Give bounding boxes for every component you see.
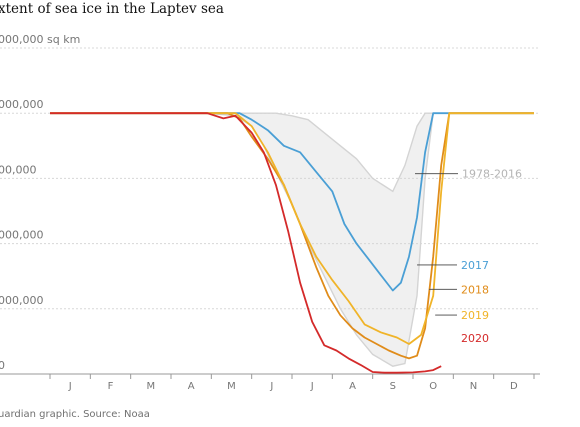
x-tick-label: J: [269, 381, 273, 392]
series-annotations: 1978-2016 2017 2018 2019 2020: [415, 168, 522, 345]
x-tick-label: F: [108, 381, 114, 392]
y-tick-label: 000,000: [0, 98, 44, 111]
series-label-2018: 2018: [461, 283, 489, 296]
y-tick-label: 00,000: [0, 163, 37, 176]
series-2017-line: [50, 112, 534, 292]
y-axis-tick-labels: 000,000 sq km 000,000 00,000 000,000 000,000…: [0, 33, 80, 372]
x-tick-label: J: [68, 381, 72, 392]
series-label-1978-2016: 1978-2016: [462, 168, 522, 181]
source-note: uardian graphic. Source: Noaa: [0, 409, 150, 420]
x-tick-label: J: [310, 381, 314, 392]
y-tick-label: 0: [0, 359, 5, 372]
y-tick-label: 000,000: [0, 229, 44, 242]
series-2020-line: [50, 112, 442, 374]
x-tick-label: O: [429, 381, 437, 392]
x-tick-label: A: [188, 381, 195, 392]
line-chart: 000,000 sq km 000,000 00,000 000,000 000,000…: [0, 33, 540, 392]
series-2019-line: [50, 112, 534, 345]
gridlines: [0, 47, 540, 310]
series-2018-line: [50, 112, 534, 360]
series-1978-2016-band: [50, 113, 534, 367]
x-tick-label: D: [510, 381, 518, 392]
series-label-2020: 2020: [461, 332, 489, 345]
series-label-2017: 2017: [461, 259, 489, 272]
x-tick-label: A: [349, 381, 356, 392]
x-tick-label: N: [470, 381, 477, 392]
series-lines: [50, 112, 534, 374]
x-tick-label: M: [147, 381, 156, 392]
x-tick-label: S: [390, 381, 396, 392]
x-tick-label: M: [227, 381, 236, 392]
series-label-2019: 2019: [461, 309, 489, 322]
y-tick-label: 000,000: [0, 294, 44, 307]
y-tick-label: 000,000 sq km: [0, 33, 80, 46]
series-1978-2016-upper-line: [50, 112, 534, 193]
chart-title: xtent of sea ice in the Laptev sea: [0, 1, 224, 17]
